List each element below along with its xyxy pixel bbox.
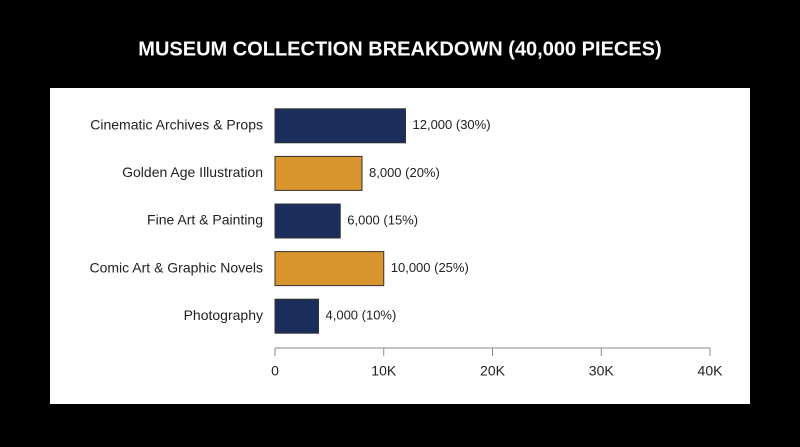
y-tick-label: Golden Age Illustration (122, 164, 263, 180)
x-tick-label: 0 (271, 363, 279, 379)
y-tick-label: Photography (184, 307, 263, 323)
value-label: 12,000 (30%) (413, 117, 491, 132)
bar (274, 203, 341, 239)
bar (274, 108, 406, 144)
value-label: 6,000 (15%) (347, 212, 418, 227)
bar (274, 251, 385, 287)
bar (274, 298, 319, 334)
x-tick-label: 10K (371, 363, 397, 379)
y-tick-label: Fine Art & Painting (147, 212, 263, 228)
x-tick-label: 30K (589, 363, 615, 379)
y-tick-label: Cinematic Archives & Props (90, 117, 263, 133)
y-tick-label: Comic Art & Graphic Novels (90, 259, 264, 275)
bar (274, 155, 363, 191)
value-label: 4,000 (10%) (326, 308, 397, 323)
value-label: 8,000 (20%) (369, 165, 440, 180)
x-tick-label: 20K (480, 363, 506, 379)
chart-title: MUSEUM COLLECTION BREAKDOWN (40,000 PIEC… (138, 38, 661, 60)
value-label: 10,000 (25%) (391, 260, 469, 275)
x-tick-label: 40K (698, 363, 724, 379)
